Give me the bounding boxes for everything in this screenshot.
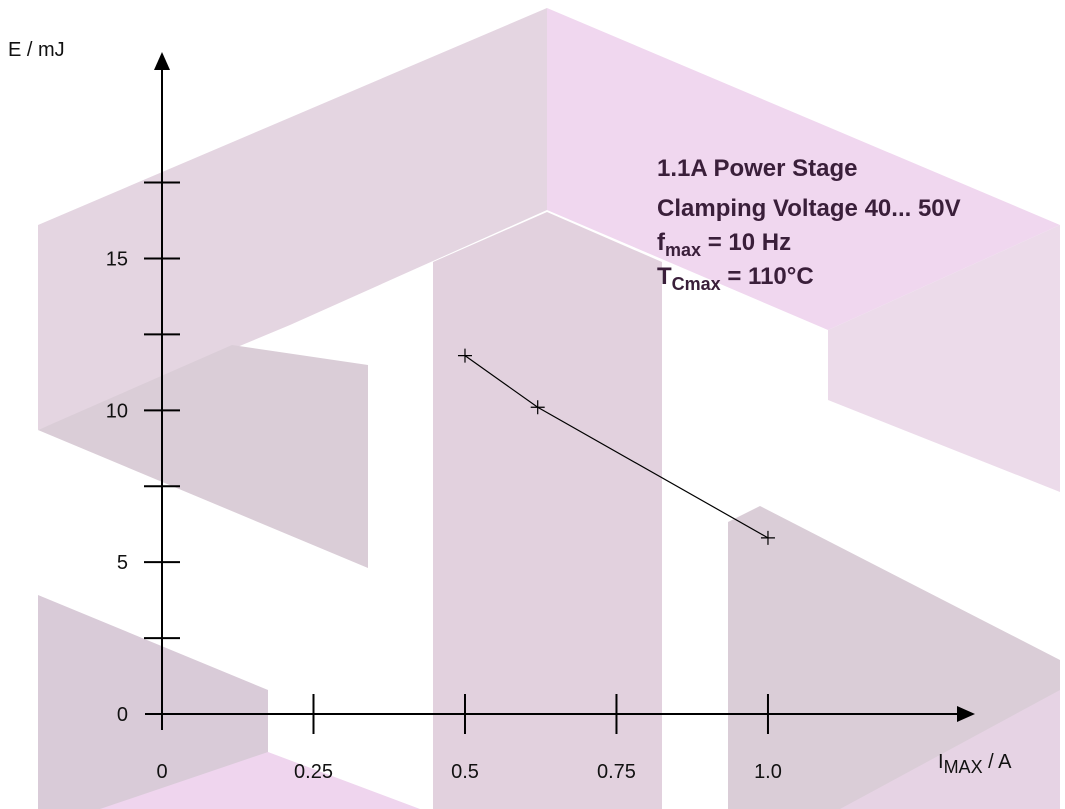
logo-shape [433,212,662,809]
logo-shape [38,8,547,430]
annotation: TCmax = 110°C [657,263,814,294]
axes [145,52,975,730]
logo-shape [828,225,1060,492]
logo-shape [38,345,368,568]
logo-shape [840,690,1060,809]
annotation: Clamping Voltage 40... 50V [657,195,961,222]
data-point [457,348,472,363]
y-tick-label: 10 [106,400,128,422]
y-tick-label: 0 [117,704,128,726]
y-tick-label: 15 [106,248,128,270]
x-label-sub: MAX [944,757,983,777]
y-axis-label: E / mJ [8,39,65,61]
logo-shape [728,506,1060,809]
annotation-main: T [657,263,672,290]
x-tick-label: 0.75 [597,761,636,783]
annotation-sub: Cmax [672,274,721,294]
x-axis-label: IMAX / A [938,751,1012,777]
annotation-rest: = 110°C [721,263,814,290]
x-tick-label: 1.0 [754,761,782,783]
y-tick-label: 5 [117,552,128,574]
x-tick-label: 0.25 [294,761,333,783]
x-label-rest: / A [983,751,1013,773]
annotation: fmax = 10 Hz [657,229,791,260]
annotation-rest: = 10 Hz [701,229,791,256]
y-axis-arrow [154,52,170,70]
logo-shape [547,8,1060,330]
data-point [530,400,545,415]
x-tick-label: 0.5 [451,761,479,783]
data-point [760,530,775,545]
x-label-main: I [938,751,944,773]
x-tick-label: 0 [156,761,167,783]
background-logo [38,8,1060,809]
x-axis-arrow [957,706,975,722]
logo-shape [38,595,268,809]
annotation-sub: max [665,240,701,260]
logo-shape [100,752,420,809]
annotation-main: f [657,229,666,256]
annotation: 1.1A Power Stage [657,155,858,182]
